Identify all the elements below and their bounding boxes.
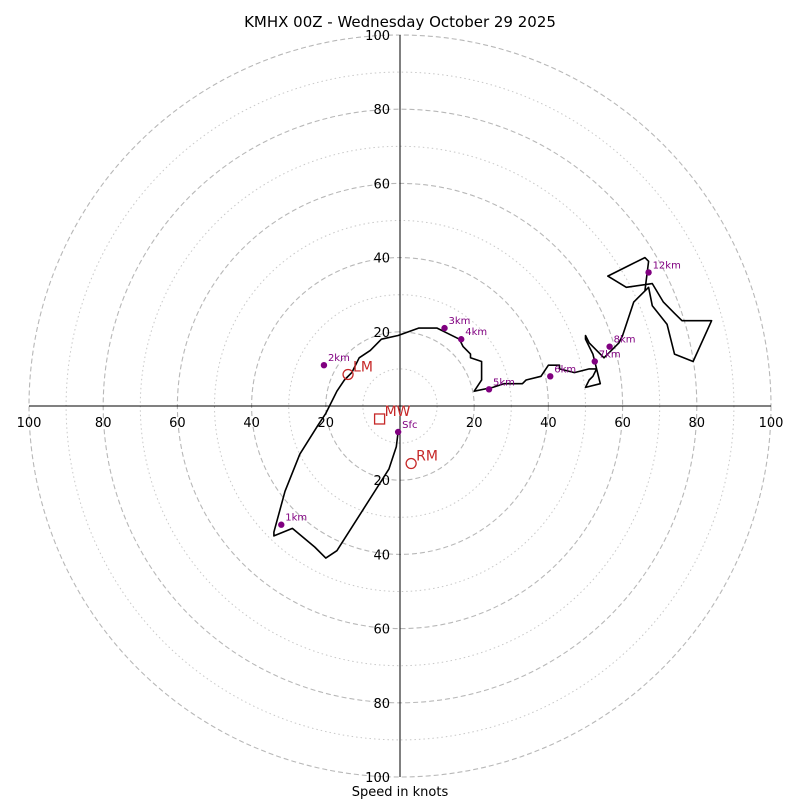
motion-marker-label: LM — [353, 359, 373, 375]
x-tick-label: 20 — [466, 416, 483, 431]
axes — [29, 35, 771, 777]
height-marker-label: 1km — [285, 513, 307, 524]
height-marker-dot — [591, 358, 598, 365]
y-tick-label: 60 — [373, 177, 390, 192]
y-tick-label: 60 — [373, 623, 390, 638]
mean-wind-marker — [373, 413, 386, 425]
x-tick-label: 100 — [17, 416, 42, 431]
hodograph-trace — [273, 256, 713, 559]
height-marker-dot — [278, 521, 285, 528]
y-tick-label: 40 — [373, 548, 390, 563]
y-tick-label: 40 — [373, 252, 390, 267]
height-marker-dot — [441, 324, 448, 332]
x-tick-label: 80 — [689, 416, 706, 431]
height-marker-label: 5km — [493, 377, 515, 388]
y-tick-label: 20 — [373, 326, 390, 341]
height-marker-label: 7km — [599, 349, 621, 360]
x-tick-label: 60 — [614, 416, 631, 431]
x-tick-label: 60 — [169, 416, 186, 431]
y-tick-label: 80 — [373, 103, 390, 118]
x-tick-label: 40 — [540, 416, 557, 431]
height-marker-label: 4km — [465, 327, 487, 338]
height-marker-dot — [458, 336, 465, 343]
height-marker-dot — [394, 428, 402, 436]
motion-marker-label: RM — [416, 449, 438, 465]
storm-motion-marker — [342, 368, 354, 381]
x-axis-label: Speed in knots — [352, 785, 449, 800]
chart-title: KMHX 00Z - Wednesday October 29 2025 — [244, 13, 556, 31]
x-tick-label: 40 — [243, 416, 260, 431]
height-marker-label: 6km — [554, 364, 576, 375]
height-marker-dot — [485, 386, 493, 393]
height-marker-label: 8km — [614, 335, 636, 346]
x-tick-label: 80 — [95, 416, 112, 431]
height-marker-label: Sfc — [402, 420, 417, 431]
y-tick-label: 100 — [365, 29, 390, 44]
height-marker-dot — [547, 373, 554, 380]
y-tick-label: 100 — [365, 771, 390, 786]
storm-motion-marker — [405, 457, 417, 470]
height-marker-label: 3km — [449, 316, 471, 327]
height-marker-dot — [320, 361, 328, 369]
wind-trace-line — [273, 256, 713, 559]
storm-motion-markers: LM MW RM — [342, 359, 438, 470]
height-marker-dot — [606, 343, 613, 350]
height-marker-label: 12km — [653, 260, 681, 271]
x-tick-label: 100 — [759, 416, 784, 431]
height-marker-dot — [645, 269, 652, 276]
height-marker-label: 2km — [328, 353, 350, 364]
y-tick-label: 80 — [373, 697, 390, 712]
motion-marker-label: MW — [385, 404, 411, 420]
